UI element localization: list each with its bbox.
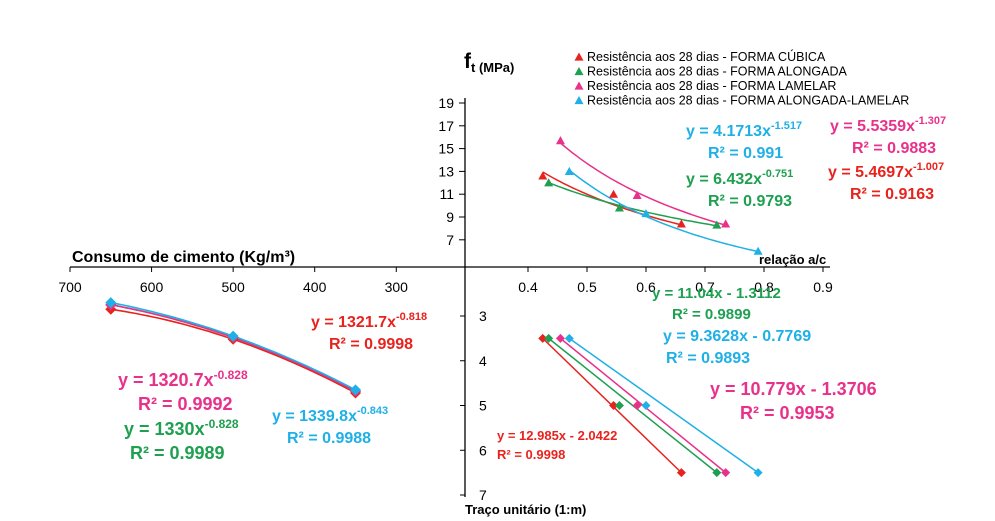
ac-ft-data-point [555,136,565,145]
consumo-alongada-r2: R² = 0.9989 [130,443,225,463]
consumo-cubica-r2: R² = 0.9998 [329,336,413,353]
ac-ft-fit-curve [548,181,717,227]
ac-traco-lamelar-r2: R² = 0.9953 [740,403,835,423]
consumo-data-point [349,384,361,396]
ac-ft-data-point [609,189,619,198]
ac-traco-cubica-equation: y = 12.985x - 2.0422 [497,428,617,443]
ac-ft-alongada-equation: y = 6.432x-0.751 [686,168,793,188]
ac-traco-alongada-r2: R² = 0.9899 [672,306,751,323]
consumo-data-point [105,297,117,309]
ac-traco-data-point [609,401,619,410]
ac-tick-label: 0.5 [577,279,597,295]
ft-tick-label: 11 [439,186,454,202]
ac-ft-data-point [712,220,722,229]
ft-tick-label: 17 [438,118,454,134]
ac-tick-label: 0.9 [813,279,833,295]
traco-tick-label: 5 [479,398,487,414]
ac-ft-alongada-lamelar-equation: y = 4.1713x-1.517 [686,120,802,140]
consumo-lamelar-equation: y = 1320.7x-0.828 [118,368,248,390]
ft-tick-label: 7 [446,232,454,248]
legend-marker [574,67,584,76]
ac-traco-data-point [538,333,548,343]
ac-ft-alongada-r2: R² = 0.9793 [708,193,792,210]
ac-ft-data-point [721,219,731,228]
ac-traco-data-point [555,333,565,343]
consumo-data-point [227,330,239,342]
ac-traco-alongada-lamelar-equation: y = 9.3628x - 0.7769 [663,328,811,345]
legend-entry-label: Resistência aos 28 dias - FORMA ALONGADA [587,65,847,79]
labels-group: 7 9 11 13 15 17 19 0.4 0.5 0.6 0.7 0.8 0.9 3 4 5 6 7 300 40… [58,50,946,517]
consumo-axis-title: Consumo de cimento (Kg/m³) [72,249,295,266]
ac-traco-data-point [712,468,722,478]
ac-tick-label: 0.8 [754,279,774,295]
ac-traco-data-point [564,333,574,343]
traco-tick-label: 7 [479,487,487,503]
ac-ft-cubica-r2: R² = 0.9163 [850,186,934,203]
ac-traco-data-point [721,468,731,478]
ac-axis-title: relação a/c [759,252,826,267]
ac-ft-data-point [753,246,763,255]
traco-tick-label: 6 [479,442,487,458]
ac-traco-alongada-equation: y = 11.04x - 1.3112 [652,285,781,302]
ft-tick-label: 19 [438,95,454,111]
ac-traco-fit-line [568,337,759,474]
ac-ft-cubica-equation: y = 5.4697x-1.007 [828,161,944,181]
ac-ft-alongada-lamelar-r2: R² = 0.991 [708,145,783,162]
ac-tick-label: 0.7 [695,279,715,295]
ft-axis-title: ft (MPa) [464,50,514,75]
legend-marker [574,81,584,90]
consumo-alongada-lamelar-r2: R² = 0.9988 [287,430,371,447]
legend-entry-label: Resistência aos 28 dias - FORMA ALONGADA… [587,94,909,108]
legend: Resistência aos 28 dias - FORMA CÚBICARe… [587,49,909,108]
consumo-cubica-equation: y = 1321.7x-0.818 [311,311,427,331]
ft-tick-label: 9 [446,209,454,225]
consumo-tick-label: 300 [385,279,409,295]
consumo-tick-label: 600 [140,279,164,295]
traco-tick-label: 4 [479,353,487,369]
traco-axis-title: Traço unitário (1:m) [465,502,586,517]
ac-ft-fit-curve [560,142,726,226]
ac-traco-data-point [641,401,651,410]
ac-traco-lamelar-equation: y = 10.779x - 1.3706 [710,379,877,399]
ft-tick-label: 15 [438,141,454,157]
ac-ft-lamelar-equation: y = 5.5359x-1.307 [830,115,946,135]
ac-tick-label: 0.4 [518,279,538,295]
ac-ft-data-point [676,219,686,228]
ac-ft-data-point [544,178,554,187]
ac-traco-data-point [544,333,554,343]
ac-traco-alongada-lamelar-r2: R² = 0.9893 [666,350,750,367]
legend-marker [574,96,584,105]
ac-traco-data-point [753,468,763,478]
ac-traco-data-point [632,401,642,410]
ac-ft-data-point [538,171,548,180]
ac-traco-cubica-r2: R² = 0.9998 [497,447,565,462]
consumo-tick-label: 700 [58,279,82,295]
legend-entry-label: Resistência aos 28 dias - FORMA LAMELAR [587,79,836,93]
traco-tick-label: 3 [479,308,487,324]
markers-group [105,52,763,478]
legend-entry-label: Resistência aos 28 dias - FORMA CÚBICA [587,49,826,64]
consumo-lamelar-r2: R² = 0.9992 [138,394,233,414]
ft-tick-label: 13 [438,163,454,179]
ac-ft-data-point [564,166,574,175]
ac-ft-data-point [614,203,624,212]
ac-ft-data-point [641,209,651,218]
ac-ft-lamelar-r2: R² = 0.9883 [852,140,936,157]
consumo-tick-label: 400 [303,279,327,295]
ac-tick-label: 0.6 [636,279,656,295]
ac-ft-data-point [632,190,642,199]
consumo-tick-label: 500 [221,279,245,295]
legend-marker [574,52,584,61]
consumo-alongada-lamelar-equation: y = 1339.8x-0.843 [272,405,388,425]
consumo-alongada-equation: y = 1330x-0.828 [124,417,239,439]
ac-traco-data-point [614,401,624,410]
axes-group [69,98,830,497]
ac-ft-fit-curve [568,169,759,253]
ac-traco-data-point [676,468,686,478]
